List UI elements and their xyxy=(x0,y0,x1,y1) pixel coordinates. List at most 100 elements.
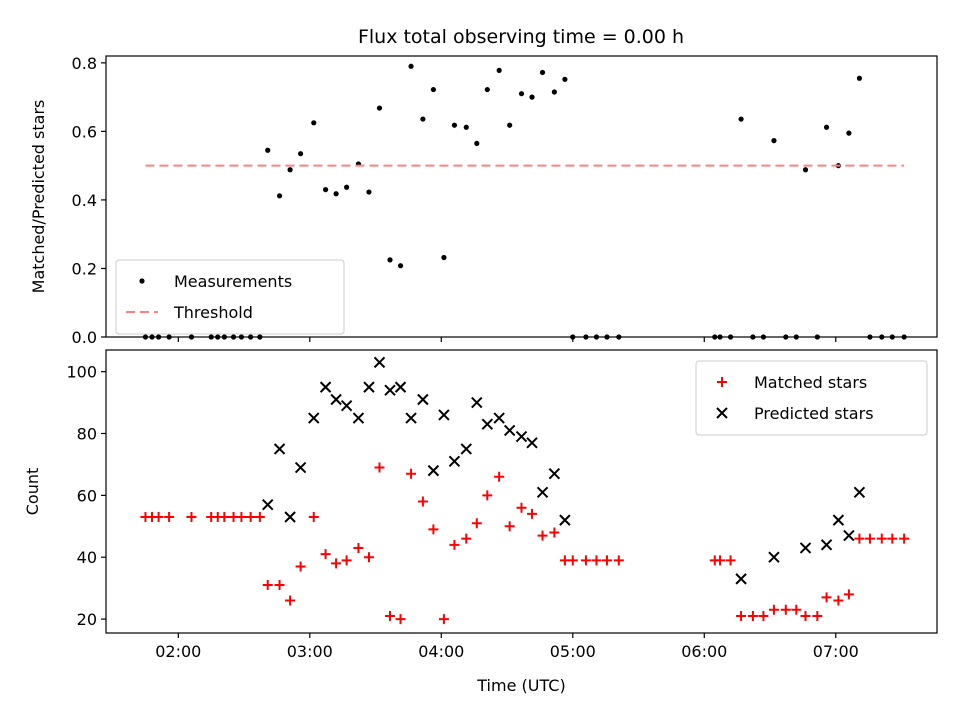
bottom-matched-stars-point xyxy=(341,555,352,566)
top-measurements-point xyxy=(441,254,447,261)
bottom-matched-stars-point xyxy=(812,610,823,621)
bottom-predicted-stars-point xyxy=(481,418,494,430)
bottom-matched-stars-point xyxy=(725,555,736,566)
top-measurements-point xyxy=(265,147,271,153)
bottom-predicted-stars-point xyxy=(427,464,440,477)
bottom-legend-swatch xyxy=(717,377,727,387)
bottom-xtick-label: 03:00 xyxy=(287,642,333,661)
top-ytick-label: 0.6 xyxy=(72,122,97,141)
bottom-matched-stars-point xyxy=(295,561,306,572)
bottom-matched-stars-point xyxy=(504,521,515,532)
bottom-legend-box xyxy=(695,360,928,436)
bottom-matched-stars-point xyxy=(308,512,319,523)
bottom-matched-stars-point xyxy=(494,471,505,482)
bottom-matched-stars-point xyxy=(374,462,385,473)
top-measurements-point xyxy=(474,140,480,146)
bottom-ytick-label: 40 xyxy=(77,548,97,567)
top-ytick-label: 0.8 xyxy=(72,54,97,73)
bottom-matched-stars-point xyxy=(591,555,602,566)
bottom-predicted-stars-point xyxy=(308,412,320,424)
bottom-xtick-label: 05:00 xyxy=(550,642,596,661)
bottom-predicted-stars-point xyxy=(340,399,353,412)
bottom-matched-stars-point xyxy=(567,555,578,566)
top-measurements-point xyxy=(802,167,809,173)
bottom-matched-stars-point xyxy=(219,512,230,523)
bottom-matched-stars-point xyxy=(768,604,779,615)
bottom-matched-stars-point xyxy=(274,580,285,591)
bottom-matched-stars-point xyxy=(363,552,374,563)
top-measurements-point xyxy=(397,263,404,269)
bottom-predicted-stars-point xyxy=(768,551,780,563)
bottom-panel-legend: Matched stars Predicted stars xyxy=(695,360,928,436)
top-measurements-point xyxy=(387,257,393,263)
top-legend-swatch xyxy=(139,278,145,284)
top-measurements-point xyxy=(771,138,777,144)
bottom-predicted-stars-point xyxy=(820,539,833,551)
bottom-matched-stars-point xyxy=(791,604,802,615)
top-measurements-point xyxy=(311,120,317,126)
bottom-matched-stars-point xyxy=(899,533,910,544)
bottom-matched-stars-point xyxy=(780,604,791,615)
top-measurements-point xyxy=(408,63,414,69)
bottom-matched-stars-point xyxy=(537,530,548,541)
bottom-matched-stars-point xyxy=(245,512,256,523)
bottom-matched-stars-point xyxy=(449,539,460,550)
bottom-xtick-label: 04:00 xyxy=(418,642,464,661)
top-measurements-point xyxy=(562,76,568,82)
bottom-ytick-label: 100 xyxy=(66,363,97,382)
bottom-predicted-stars-point xyxy=(832,514,845,526)
bottom-matched-stars-point xyxy=(821,592,832,603)
bottom-matched-stars-point xyxy=(854,533,865,544)
top-panel-axes: 0.0 0.2 0.4 0.6 0.8 Matched/Predicted stars xyxy=(29,54,938,347)
bottom-matched-stars-point xyxy=(320,549,331,560)
bottom-xtick-label: 06:00 xyxy=(681,642,727,661)
bottom-predicted-stars-point xyxy=(843,529,855,542)
top-frame xyxy=(105,55,938,338)
bottom-legend-label: Predicted stars xyxy=(754,404,874,423)
bottom-predicted-stars-point xyxy=(294,461,307,474)
bottom-predicted-stars-point xyxy=(319,381,332,393)
bottom-predicted-stars-point xyxy=(384,384,396,396)
top-measurements-point xyxy=(333,191,339,197)
top-measurements-point xyxy=(507,122,513,128)
top-panel-legend: Measurements Threshold xyxy=(115,259,345,335)
top-measurements-point xyxy=(420,116,426,122)
bottom-matched-stars-point xyxy=(482,490,493,501)
bottom-predicted-stars-point xyxy=(471,396,483,409)
top-measurements-point xyxy=(322,187,329,193)
bottom-predicted-stars-point xyxy=(448,455,461,468)
bottom-matched-stars-point xyxy=(254,512,265,523)
bottom-matched-stars-point xyxy=(601,555,612,566)
bottom-predicted-stars-point xyxy=(330,393,342,406)
top-legend-label: Measurements xyxy=(174,272,292,291)
bottom-matched-stars-point xyxy=(285,595,296,606)
bottom-matched-stars-point xyxy=(471,518,482,529)
bottom-frame xyxy=(105,349,938,634)
top-legend-box xyxy=(115,259,345,335)
bottom-predicted-stars-point xyxy=(373,356,386,369)
top-measurements-point xyxy=(823,124,830,130)
bottom-matched-stars-point xyxy=(527,508,538,519)
top-measurements-point xyxy=(430,86,437,93)
bottom-matched-stars-point xyxy=(516,502,527,513)
bottom-predicted-stars-point xyxy=(273,443,286,455)
bottom-predicted-stars-point xyxy=(548,468,561,480)
bottom-predicted-stars-point xyxy=(405,412,417,424)
bottom-matched-stars-point xyxy=(153,512,164,523)
bottom-xtick-label: 02:00 xyxy=(155,642,201,661)
bottom-matched-stars-point xyxy=(438,614,449,625)
bottom-matched-stars-point xyxy=(580,555,591,566)
top-legend-label: Threshold xyxy=(173,303,253,322)
bottom-predicted-stars-point xyxy=(853,486,866,498)
top-measurements-point xyxy=(856,75,863,81)
bottom-matched-stars-point xyxy=(461,533,472,544)
bottom-predicted-stars-point xyxy=(559,514,571,526)
top-measurements-point xyxy=(539,69,546,76)
bottom-predicted-stars-point xyxy=(284,511,296,523)
bottom-predicted-stars-point xyxy=(493,412,505,424)
bottom-matched-stars-point xyxy=(887,533,898,544)
bottom-predicted-stars-point xyxy=(438,409,450,421)
top-measurements-point xyxy=(298,151,304,157)
bottom-matched-stars-point xyxy=(395,614,406,625)
top-measurements-point xyxy=(529,94,535,100)
